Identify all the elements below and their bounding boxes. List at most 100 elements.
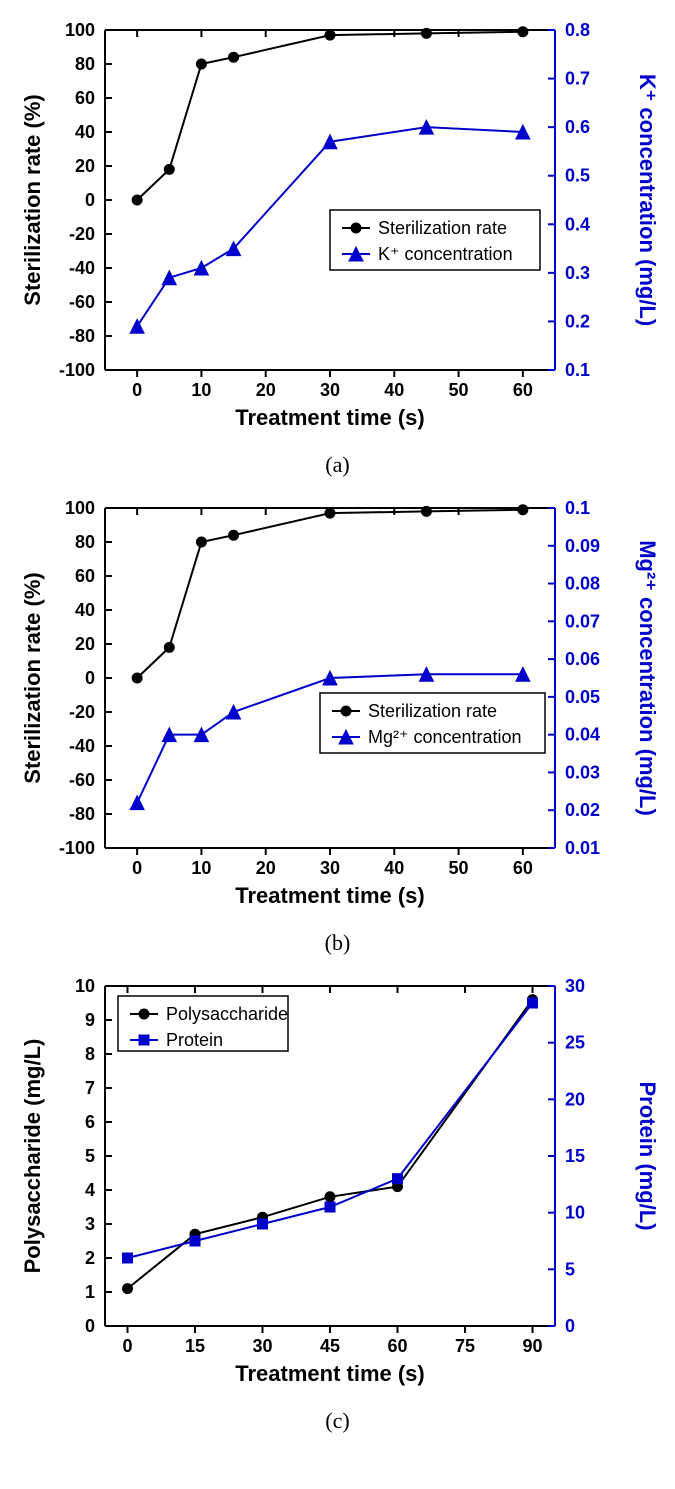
svg-text:10: 10: [191, 380, 211, 400]
svg-text:0.8: 0.8: [565, 20, 590, 40]
svg-text:20: 20: [75, 156, 95, 176]
svg-text:-80: -80: [69, 804, 95, 824]
svg-text:10: 10: [191, 858, 211, 878]
svg-text:0.7: 0.7: [565, 69, 590, 89]
svg-text:Mg²⁺ concentration (mg/L): Mg²⁺ concentration (mg/L): [635, 540, 660, 816]
svg-text:60: 60: [387, 1336, 407, 1356]
svg-text:10: 10: [565, 1203, 585, 1223]
svg-text:0.05: 0.05: [565, 687, 600, 707]
svg-text:0.07: 0.07: [565, 611, 600, 631]
chart-b: 0102030405060Treatment time (s)-100-80-6…: [10, 488, 665, 928]
svg-text:7: 7: [85, 1078, 95, 1098]
svg-text:0.01: 0.01: [565, 838, 600, 858]
svg-text:20: 20: [75, 634, 95, 654]
svg-text:K⁺ concentration: K⁺ concentration: [378, 244, 513, 264]
svg-text:90: 90: [522, 1336, 542, 1356]
svg-text:0.2: 0.2: [565, 311, 590, 331]
svg-text:Polysaccharide: Polysaccharide: [166, 1004, 288, 1024]
svg-text:Protein (mg/L): Protein (mg/L): [635, 1081, 660, 1230]
svg-text:5: 5: [85, 1146, 95, 1166]
svg-text:-100: -100: [59, 838, 95, 858]
svg-text:2: 2: [85, 1248, 95, 1268]
svg-text:0.02: 0.02: [565, 800, 600, 820]
svg-text:0.08: 0.08: [565, 574, 600, 594]
svg-text:-20: -20: [69, 224, 95, 244]
svg-text:-40: -40: [69, 736, 95, 756]
svg-text:80: 80: [75, 532, 95, 552]
svg-text:40: 40: [384, 858, 404, 878]
svg-text:Polysaccharide (mg/L): Polysaccharide (mg/L): [20, 1039, 45, 1274]
svg-text:Sterilization rate: Sterilization rate: [378, 218, 507, 238]
svg-text:20: 20: [565, 1089, 585, 1109]
svg-text:5: 5: [565, 1259, 575, 1279]
svg-text:30: 30: [320, 380, 340, 400]
svg-text:30: 30: [320, 858, 340, 878]
svg-text:25: 25: [565, 1033, 585, 1053]
svg-text:50: 50: [449, 858, 469, 878]
svg-text:40: 40: [75, 122, 95, 142]
svg-text:K⁺ concentration (mg/L): K⁺ concentration (mg/L): [635, 74, 660, 326]
svg-text:Treatment time (s): Treatment time (s): [235, 1361, 425, 1386]
chart-c: 0153045607590Treatment time (s)012345678…: [10, 966, 665, 1406]
svg-text:0: 0: [565, 1316, 575, 1336]
svg-text:0.5: 0.5: [565, 166, 590, 186]
panel-c-label: (c): [10, 1408, 665, 1434]
svg-text:0: 0: [132, 858, 142, 878]
svg-text:8: 8: [85, 1044, 95, 1064]
panel-b: 0102030405060Treatment time (s)-100-80-6…: [10, 488, 665, 956]
svg-text:20: 20: [256, 858, 276, 878]
svg-text:Sterilization rate (%): Sterilization rate (%): [20, 572, 45, 783]
svg-text:60: 60: [75, 566, 95, 586]
svg-text:0: 0: [85, 190, 95, 210]
figure-container: 0102030405060Treatment time (s)-100-80-6…: [10, 10, 665, 1434]
panel-a: 0102030405060Treatment time (s)-100-80-6…: [10, 10, 665, 478]
svg-text:0.09: 0.09: [565, 536, 600, 556]
svg-text:30: 30: [565, 976, 585, 996]
svg-text:30: 30: [252, 1336, 272, 1356]
svg-text:Sterilization rate: Sterilization rate: [368, 701, 497, 721]
svg-text:15: 15: [185, 1336, 205, 1356]
svg-text:100: 100: [65, 20, 95, 40]
svg-text:0.1: 0.1: [565, 498, 590, 518]
svg-text:0.4: 0.4: [565, 214, 590, 234]
svg-text:Protein: Protein: [166, 1030, 223, 1050]
svg-text:0: 0: [85, 1316, 95, 1336]
svg-text:0: 0: [85, 668, 95, 688]
svg-text:60: 60: [513, 380, 533, 400]
svg-text:45: 45: [320, 1336, 340, 1356]
svg-text:50: 50: [449, 380, 469, 400]
svg-text:-20: -20: [69, 702, 95, 722]
svg-text:0.3: 0.3: [565, 263, 590, 283]
panel-a-label: (a): [10, 452, 665, 478]
svg-text:0.04: 0.04: [565, 725, 600, 745]
svg-text:0: 0: [122, 1336, 132, 1356]
svg-text:80: 80: [75, 54, 95, 74]
svg-text:75: 75: [455, 1336, 475, 1356]
svg-text:9: 9: [85, 1010, 95, 1030]
svg-text:6: 6: [85, 1112, 95, 1132]
svg-text:3: 3: [85, 1214, 95, 1234]
svg-text:15: 15: [565, 1146, 585, 1166]
svg-text:0.6: 0.6: [565, 117, 590, 137]
svg-text:-100: -100: [59, 360, 95, 380]
svg-text:0: 0: [132, 380, 142, 400]
svg-text:0.1: 0.1: [565, 360, 590, 380]
svg-text:0.06: 0.06: [565, 649, 600, 669]
svg-text:20: 20: [256, 380, 276, 400]
svg-text:4: 4: [85, 1180, 95, 1200]
svg-text:-80: -80: [69, 326, 95, 346]
svg-text:40: 40: [75, 600, 95, 620]
svg-text:Sterilization rate (%): Sterilization rate (%): [20, 94, 45, 305]
svg-text:60: 60: [75, 88, 95, 108]
svg-text:Treatment time (s): Treatment time (s): [235, 405, 425, 430]
svg-text:100: 100: [65, 498, 95, 518]
svg-text:10: 10: [75, 976, 95, 996]
panel-b-label: (b): [10, 930, 665, 956]
svg-text:40: 40: [384, 380, 404, 400]
svg-text:Mg²⁺ concentration: Mg²⁺ concentration: [368, 727, 522, 747]
svg-text:-40: -40: [69, 258, 95, 278]
panel-c: 0153045607590Treatment time (s)012345678…: [10, 966, 665, 1434]
svg-text:Treatment time (s): Treatment time (s): [235, 883, 425, 908]
svg-text:1: 1: [85, 1282, 95, 1302]
svg-text:0.03: 0.03: [565, 762, 600, 782]
